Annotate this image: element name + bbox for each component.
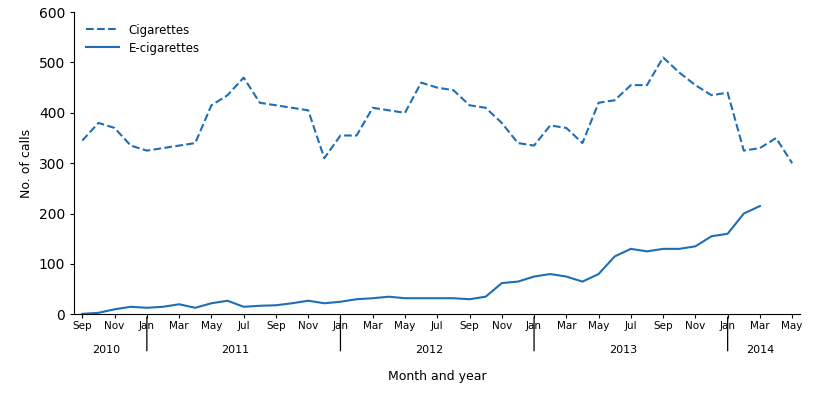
Cigarettes [336, 133, 346, 138]
E-cigarettes [610, 254, 620, 259]
E-cigarettes [336, 299, 346, 304]
Cigarettes [400, 110, 410, 115]
E-cigarettes [545, 272, 555, 276]
Cigarettes [432, 85, 442, 90]
Cigarettes [368, 106, 378, 110]
Cigarettes [93, 120, 103, 125]
Cigarettes [610, 98, 620, 103]
E-cigarettes [287, 301, 297, 306]
Y-axis label: No. of calls: No. of calls [21, 129, 33, 198]
E-cigarettes [481, 294, 491, 299]
E-cigarettes [416, 296, 426, 301]
E-cigarettes [93, 310, 103, 315]
Cigarettes [191, 141, 200, 145]
E-cigarettes [319, 301, 329, 306]
Legend: Cigarettes, E-cigarettes: Cigarettes, E-cigarettes [80, 18, 205, 60]
E-cigarettes [110, 307, 120, 312]
Cigarettes [787, 161, 797, 166]
E-cigarettes [368, 296, 378, 301]
Cigarettes [351, 133, 361, 138]
Cigarettes [449, 88, 459, 93]
E-cigarettes [626, 247, 636, 251]
Cigarettes [142, 148, 152, 153]
Cigarettes [481, 106, 491, 110]
Cigarettes [626, 83, 636, 87]
E-cigarettes [125, 304, 135, 309]
Cigarettes [497, 120, 507, 125]
E-cigarettes [304, 298, 314, 303]
E-cigarettes [142, 305, 152, 310]
Cigarettes [561, 126, 571, 131]
E-cigarettes [351, 297, 361, 301]
E-cigarettes [691, 244, 700, 249]
E-cigarettes [174, 302, 184, 307]
Cigarettes [771, 135, 781, 141]
E-cigarettes [497, 280, 507, 285]
Cigarettes [755, 146, 765, 151]
Cigarettes [287, 106, 297, 110]
Cigarettes [464, 103, 474, 108]
Line: Cigarettes: Cigarettes [82, 58, 792, 163]
Cigarettes [78, 138, 87, 143]
Cigarettes [158, 146, 168, 151]
Cigarettes [658, 55, 668, 60]
Cigarettes [174, 143, 184, 148]
Cigarettes [255, 100, 265, 105]
Line: E-cigarettes: E-cigarettes [82, 206, 760, 314]
E-cigarettes [223, 298, 233, 303]
E-cigarettes [464, 297, 474, 301]
Cigarettes [384, 108, 394, 113]
Text: 2013: 2013 [609, 345, 637, 355]
Cigarettes [304, 108, 314, 113]
Cigarettes [674, 70, 684, 75]
E-cigarettes [191, 305, 200, 310]
E-cigarettes [706, 234, 716, 239]
E-cigarettes [755, 204, 765, 208]
Cigarettes [529, 143, 539, 148]
E-cigarettes [78, 312, 87, 316]
Text: 2014: 2014 [746, 345, 774, 355]
Cigarettes [578, 141, 587, 145]
E-cigarettes [206, 301, 216, 306]
Cigarettes [238, 75, 248, 80]
X-axis label: Month and year: Month and year [388, 370, 487, 383]
E-cigarettes [723, 231, 733, 236]
Cigarettes [723, 90, 733, 95]
E-cigarettes [642, 249, 652, 254]
Cigarettes [706, 93, 716, 98]
E-cigarettes [158, 304, 168, 309]
Cigarettes [416, 80, 426, 85]
Text: 2010: 2010 [92, 345, 120, 355]
E-cigarettes [432, 296, 442, 301]
E-cigarettes [238, 304, 248, 309]
E-cigarettes [658, 247, 668, 251]
E-cigarettes [400, 296, 410, 301]
Cigarettes [594, 100, 604, 105]
Cigarettes [125, 143, 135, 148]
Cigarettes [271, 103, 281, 108]
Cigarettes [642, 83, 652, 87]
Cigarettes [691, 83, 700, 87]
E-cigarettes [513, 279, 523, 284]
E-cigarettes [674, 247, 684, 251]
E-cigarettes [561, 274, 571, 279]
E-cigarettes [255, 303, 265, 308]
Cigarettes [223, 93, 233, 98]
Cigarettes [206, 103, 216, 108]
Cigarettes [545, 123, 555, 128]
E-cigarettes [578, 279, 587, 284]
Text: 2012: 2012 [415, 345, 443, 355]
E-cigarettes [449, 296, 459, 301]
E-cigarettes [384, 294, 394, 299]
E-cigarettes [529, 274, 539, 279]
Cigarettes [739, 148, 749, 153]
E-cigarettes [594, 272, 604, 276]
Cigarettes [319, 156, 329, 161]
Cigarettes [513, 141, 523, 145]
E-cigarettes [271, 303, 281, 308]
E-cigarettes [739, 211, 749, 216]
Cigarettes [110, 126, 120, 131]
Text: 2011: 2011 [222, 345, 250, 355]
